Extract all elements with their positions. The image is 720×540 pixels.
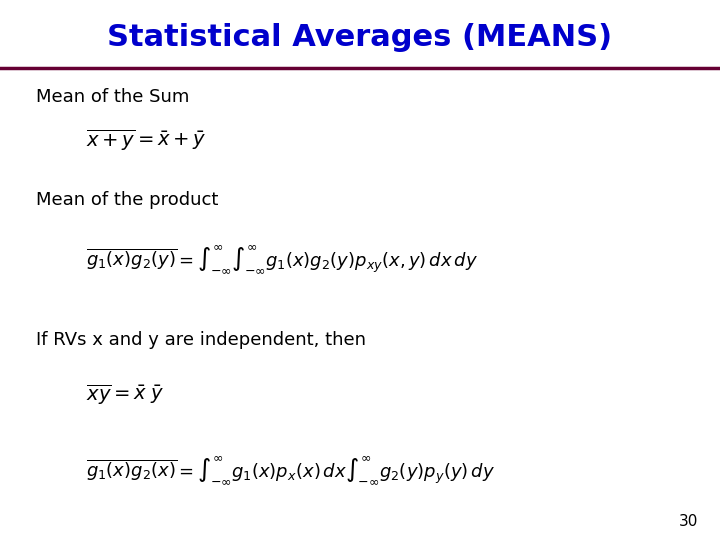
Text: $\overline{g_1(x)g_2(x)} = \int_{-\infty}^{\infty} g_1(x)p_x(x)\,dx\int_{-\infty: $\overline{g_1(x)g_2(x)} = \int_{-\infty… (86, 454, 495, 486)
Text: $\overline{g_1(x)g_2(y)} = \int_{-\infty}^{\infty}\int_{-\infty}^{\infty} g_1(x): $\overline{g_1(x)g_2(y)} = \int_{-\infty… (86, 243, 479, 275)
Text: $\overline{x+y} = \bar{x} + \bar{y}$: $\overline{x+y} = \bar{x} + \bar{y}$ (86, 127, 207, 153)
Text: $\overline{xy} = \bar{x}\;\bar{y}$: $\overline{xy} = \bar{x}\;\bar{y}$ (86, 382, 164, 407)
Text: Statistical Averages (MEANS): Statistical Averages (MEANS) (107, 23, 613, 52)
Text: Mean of the Sum: Mean of the Sum (36, 88, 189, 106)
Text: If RVs x and y are independent, then: If RVs x and y are independent, then (36, 331, 366, 349)
Text: Mean of the product: Mean of the product (36, 191, 218, 209)
Text: 30: 30 (679, 514, 698, 529)
